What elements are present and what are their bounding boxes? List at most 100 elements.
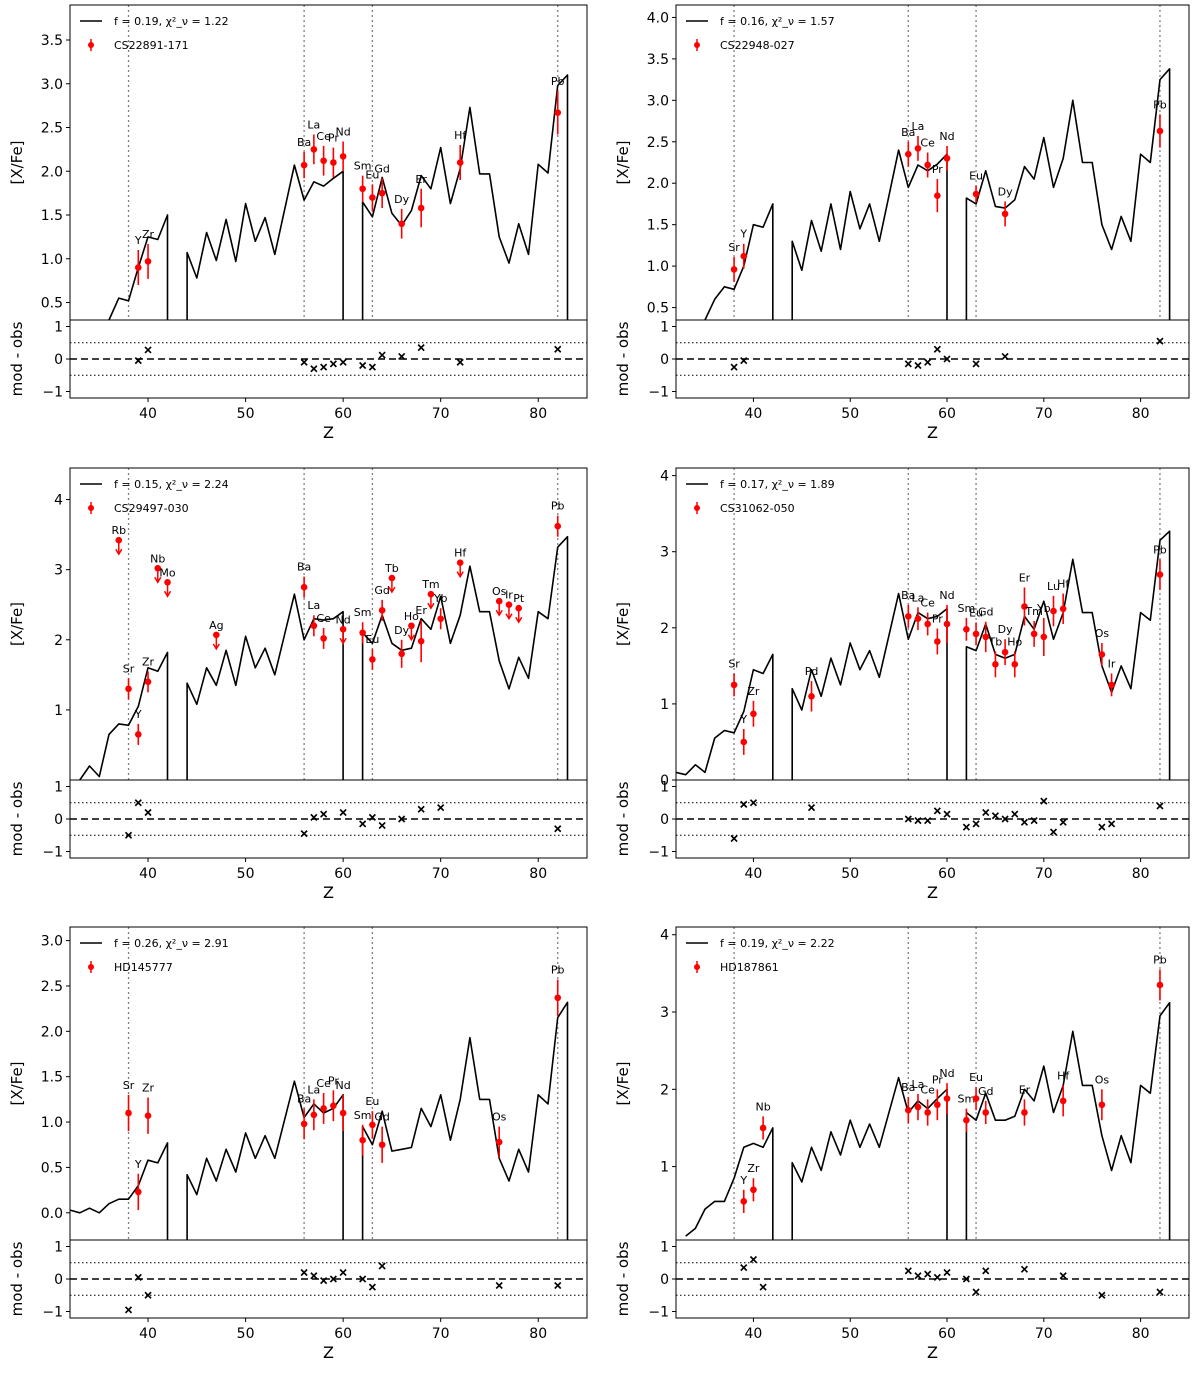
- element-label: Sm: [354, 160, 372, 173]
- x-tick-label: 50: [237, 406, 255, 422]
- obs-marker: [963, 1116, 970, 1124]
- residual-y-tick-label: 1: [54, 780, 63, 796]
- obs-os: Os: [1095, 627, 1110, 666]
- obs-marker: [339, 1109, 347, 1117]
- obs-tm: Tm: [421, 578, 440, 610]
- element-label: La: [912, 120, 925, 133]
- element-label: Tb: [384, 562, 399, 575]
- y-tick-label: 1.0: [41, 252, 63, 268]
- obs-marker: [154, 564, 162, 572]
- residual-marker: [914, 1272, 922, 1280]
- x-tick-label: 50: [841, 866, 859, 882]
- y-tick-label: 0.5: [647, 301, 669, 317]
- y-tick-label: 3: [54, 563, 63, 579]
- obs-marker: [144, 1112, 152, 1120]
- element-label: Tm: [1024, 605, 1042, 618]
- x-tick-label: 70: [432, 866, 450, 882]
- obs-marker: [924, 1109, 931, 1116]
- model-segment: [965, 1001, 1171, 1240]
- residual-y-tick-label: −1: [648, 1305, 669, 1321]
- obs-marker: [378, 1141, 386, 1149]
- residual-y-axis-label: mod - obs: [614, 321, 632, 396]
- element-label: Y: [739, 713, 747, 726]
- residual-marker: [1001, 815, 1009, 823]
- x-tick-label: 80: [1132, 866, 1150, 882]
- obs-er: Er: [1019, 571, 1031, 626]
- obs-gd: Gd: [374, 1111, 390, 1163]
- element-label: Eu: [365, 1095, 379, 1108]
- obs-gd: Gd: [978, 1085, 993, 1125]
- residual-y-tick-label: 0: [660, 1272, 669, 1288]
- residual-y-tick-label: 1: [660, 320, 669, 336]
- top-y-axis-label: [X/Fe]: [8, 1061, 26, 1105]
- obs-marker: [1156, 127, 1164, 135]
- legend-model-label: f = 0.26, χ²_ν = 2.91: [114, 937, 229, 950]
- residual-marker: [124, 1306, 133, 1314]
- model-segment: [361, 1001, 569, 1240]
- residual-marker: [740, 1264, 748, 1272]
- obs-marker: [398, 220, 405, 228]
- obs-pb: Pb: [1153, 98, 1167, 148]
- obs-marker: [310, 1111, 318, 1119]
- residual-marker: [1156, 802, 1164, 810]
- element-label: Sm: [354, 1109, 372, 1122]
- obs-ce: Ce: [920, 137, 935, 178]
- obs-ir: Ir: [1108, 657, 1116, 697]
- element-label: Sr: [123, 662, 135, 675]
- obs-la: La: [912, 120, 925, 161]
- residual-marker: [329, 360, 337, 368]
- obs-marker: [934, 192, 941, 199]
- obs-marker: [963, 626, 970, 633]
- obs-zr: Zr: [142, 228, 155, 279]
- obs-marker: [554, 994, 562, 1002]
- obs-marker: [808, 692, 815, 700]
- element-label: Nb: [756, 1100, 771, 1113]
- top-y-axis-label: [X/Fe]: [8, 602, 26, 646]
- obs-marker: [905, 150, 912, 158]
- y-tick-label: 4: [660, 928, 669, 944]
- model-segment: [791, 592, 948, 780]
- residual-marker: [329, 1275, 337, 1283]
- y-tick-label: 2: [660, 621, 669, 637]
- residual-marker: [1059, 818, 1067, 826]
- obs-ir: Ir: [505, 589, 513, 621]
- residual-y-tick-label: 0: [54, 1272, 63, 1288]
- obs-marker: [378, 607, 386, 614]
- element-label: Ce: [920, 137, 935, 150]
- y-tick-label: 2.0: [41, 1024, 63, 1040]
- residual-marker: [359, 1275, 367, 1283]
- x-tick-label: 70: [1035, 1326, 1053, 1342]
- x-tick-label: 80: [529, 406, 547, 422]
- legend-model-label: f = 0.16, χ²_ν = 1.57: [720, 15, 835, 28]
- obs-marker: [934, 638, 941, 645]
- model-curve: [79, 535, 569, 780]
- obs-marker: [115, 536, 123, 544]
- element-label: Zr: [747, 1162, 760, 1175]
- element-label: Os: [1095, 627, 1110, 640]
- residual-marker: [378, 821, 386, 830]
- obs-er: Er: [415, 173, 427, 228]
- y-tick-label: 1: [660, 697, 669, 713]
- obs-sr: Sr: [123, 1079, 135, 1132]
- top-y-axis-label: [X/Fe]: [614, 140, 632, 184]
- element-label: Eu: [365, 633, 379, 646]
- obs-pr: Pr: [932, 163, 943, 213]
- obs-marker: [388, 574, 396, 582]
- residual-marker: [933, 807, 941, 815]
- y-tick-label: 1.5: [41, 208, 63, 224]
- model-segment: [186, 1080, 344, 1240]
- obs-nd: Nd: [939, 1067, 955, 1115]
- obs-marker: [1021, 1109, 1028, 1116]
- model-segment: [791, 1076, 948, 1240]
- legend-star-label: CS22948-027: [720, 39, 795, 52]
- x-tick-label: 80: [1132, 1326, 1150, 1342]
- element-label: Ba: [297, 561, 311, 574]
- obs-hf: Hf: [454, 547, 467, 579]
- residual-marker: [740, 800, 748, 808]
- residual-marker: [359, 820, 367, 828]
- obs-zr: Zr: [747, 685, 760, 727]
- x-tick-label: 50: [237, 866, 255, 882]
- element-label: Y: [134, 234, 142, 247]
- y-tick-label: 1.5: [647, 218, 669, 234]
